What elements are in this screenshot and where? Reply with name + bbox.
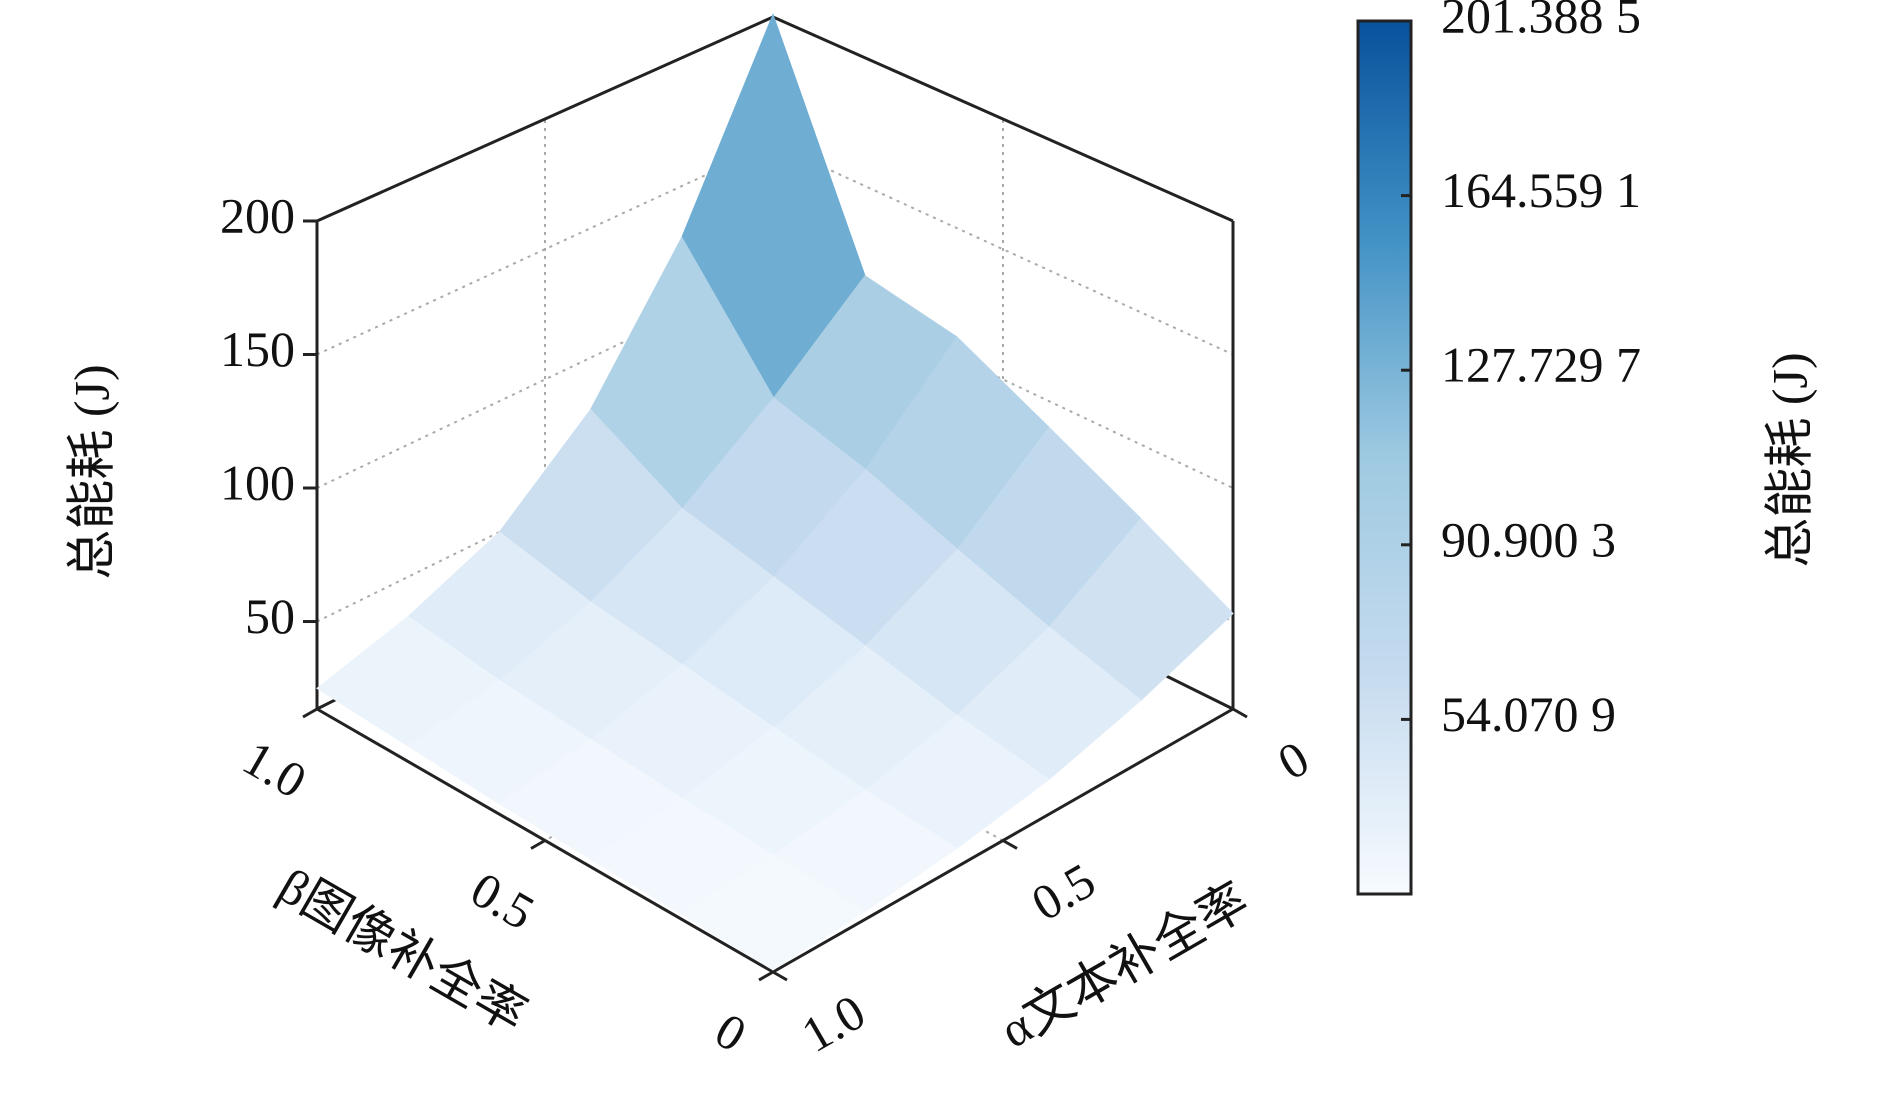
y-tick — [302, 707, 318, 719]
x-tick — [1002, 839, 1018, 850]
colorbar-tick-label: 54.070 9 — [1441, 686, 1616, 742]
surface-patch — [680, 854, 866, 971]
z-tick-label: 200 — [220, 187, 295, 243]
y-tick-label: 0.5 — [462, 861, 544, 941]
grid-line — [316, 143, 774, 356]
x-tick-label: 0.5 — [1022, 852, 1104, 932]
x-tick — [772, 970, 788, 982]
colorbar — [1356, 19, 1413, 896]
x-tick — [1232, 707, 1248, 719]
y-tick — [758, 970, 774, 982]
y-tick-label: 1.0 — [234, 729, 316, 809]
y-tick — [530, 839, 546, 850]
x-tick-label: 0 — [1268, 730, 1318, 791]
z-tick-label: 50 — [245, 588, 295, 644]
z-tick-label: 150 — [220, 321, 295, 377]
colorbar-tick-label: 164.559 1 — [1441, 162, 1641, 218]
colorbar-tick-label: 201.388 5 — [1441, 0, 1641, 43]
x-axis-label: α文本补全率 — [991, 872, 1258, 1059]
y-tick-label: 0 — [706, 1002, 756, 1063]
colorbar-tick-label: 90.900 3 — [1441, 511, 1616, 567]
z-tick-label: 100 — [220, 454, 295, 510]
colorbar-label: 总能耗 (J) — [1761, 352, 1817, 567]
axis-edge — [316, 15, 774, 223]
colorbar-tick-label: 127.729 7 — [1441, 337, 1641, 393]
axis-edge — [772, 15, 1234, 223]
x-tick-label: 1.0 — [792, 983, 874, 1063]
z-axis-label: 总能耗 (J) — [63, 364, 119, 579]
